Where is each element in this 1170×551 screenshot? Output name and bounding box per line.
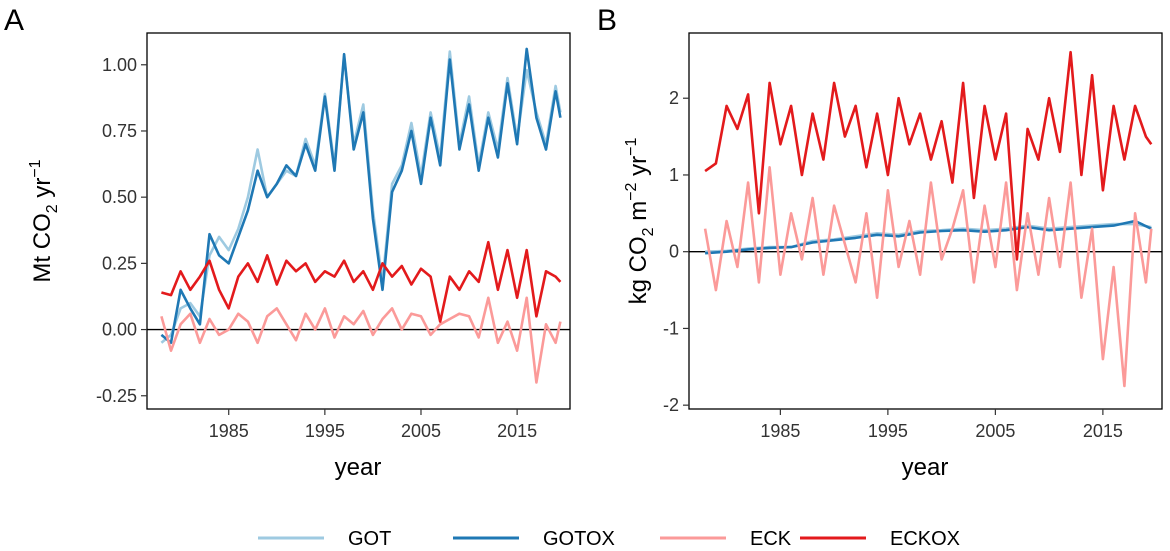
panel-b-ytick-label: 0 [669,242,679,262]
panel-a-series-eck [160,296,562,384]
panel-b-xtick-label: 1985 [760,421,800,441]
panel-b: -2 -1 0 1 2 1985 1995 2005 2015 year kg CO2 m−2… [623,32,1163,481]
panel-a-ylabel: Mt CO2 yr−1 [27,159,61,282]
panel-a-ytick-label: 0.00 [102,320,137,340]
panel-a: -0.25 0.00 0.25 0.50 0.75 1.00 1985 1995 2005 20… [27,32,571,481]
panel-a-ytick-label: 0.25 [102,253,137,273]
panel-a-series-gotox [160,47,562,345]
panel-a-series-eckox [161,240,562,323]
legend-label-eck: ECK [750,528,792,550]
legend-label-eckox: ECKOX [890,528,960,550]
panel-b-label: B [597,4,617,37]
panel-a-ytick-label: 0.50 [102,187,137,207]
panel-a-ytick-label: 0.75 [102,121,137,141]
panel-a-xtick-label: 1995 [305,421,345,441]
panel-b-ytick-label: -2 [663,395,679,415]
panel-b-xtick-label: 2015 [1083,421,1123,441]
panel-a-ytick-label: 1.00 [102,55,137,75]
panel-b-ytick-label: -1 [663,318,679,338]
panel-b-series-gotox [705,219,1152,255]
panel-a-label: A [4,4,24,37]
panel-b-series-eckox [704,50,1153,261]
panel-b-ytick-label: 1 [669,165,679,185]
panel-b-ytick-label: 2 [669,88,679,108]
legend-label-got: GOT [348,528,391,550]
panel-b-ylabel: kg CO2 m−2 yr−1 [623,138,657,305]
panel-a-ytick-label: -0.25 [96,386,137,406]
panel-a-xtick-label: 2015 [497,421,537,441]
panel-b-xtick-label: 2005 [975,421,1015,441]
panel-b-series-eck [703,166,1153,388]
panel-a-frame [146,32,571,410]
legend: GOT GOTOX ECK ECKOX [258,528,960,550]
panel-a-xtick-label: 2005 [401,421,441,441]
legend-label-gotox: GOTOX [543,528,615,550]
panel-a-xlabel: year [335,454,382,481]
panel-b-xtick-label: 1995 [868,421,908,441]
panel-a-xtick-label: 1985 [209,421,249,441]
panel-b-xlabel: year [902,454,949,481]
